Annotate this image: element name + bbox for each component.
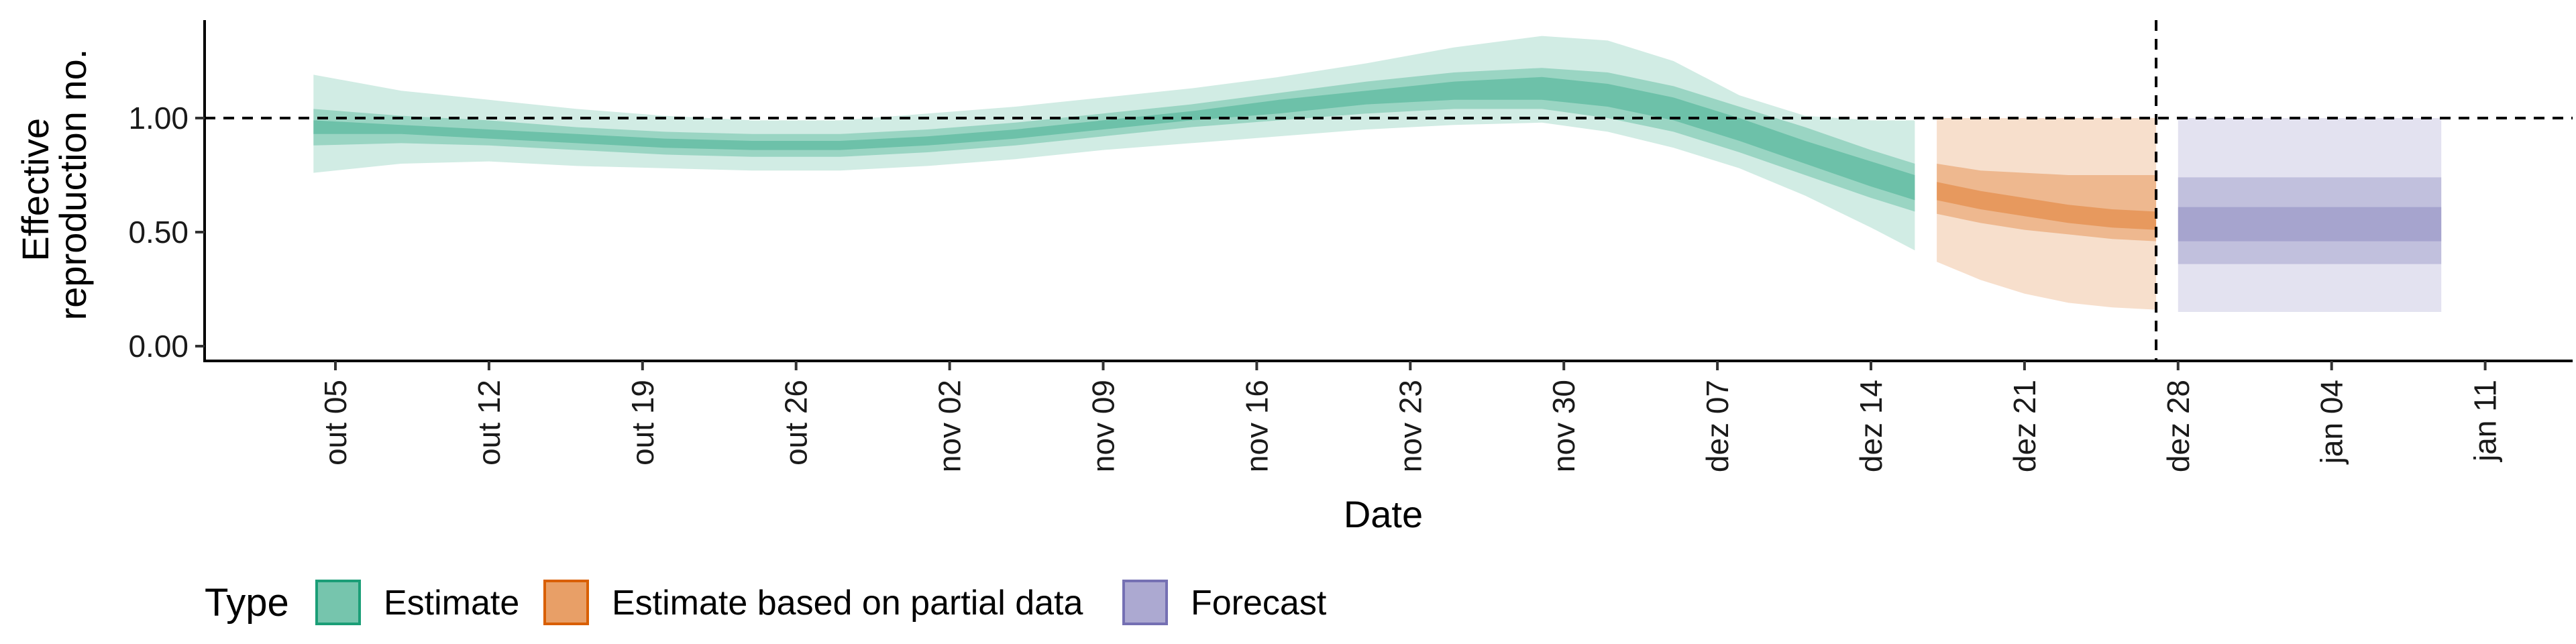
ci50-band [313,68,1915,212]
series-1 [1937,118,2157,310]
ci20-band [1937,182,2157,230]
x-tick-label: out 26 [779,380,814,466]
x-axis-title: Date [1344,493,1423,535]
legend-label: Forecast [1191,584,1327,623]
ci90-band [2178,118,2442,312]
x-tick-label: jan 11 [2468,380,2503,463]
y-axis-title: Effective reproduction no. [14,49,94,321]
x-tick-label: dez 14 [1854,380,1888,472]
x-tick-label: out 19 [625,380,660,466]
legend-title: Type [205,581,289,625]
ci90-band [313,36,1915,251]
x-tick-label: nov 02 [932,380,967,472]
series-2 [2178,118,2442,312]
x-tick-label: dez 28 [2161,380,2196,472]
x-tick-label: nov 23 [1393,380,1428,472]
x-tick-label: dez 21 [2007,380,2042,472]
y-axis-title-line-1: Effective [14,118,56,262]
legend-item: Estimate [315,580,519,625]
x-tick-label: nov 16 [1239,380,1274,472]
axes: 0.00 0.50 1.00 out 05 out 12 out 19 out 26 nov … [128,20,2573,472]
legend-item: Estimate based on partial data [543,580,1083,625]
x-tick-label: out 05 [318,380,353,466]
y-tick-label: 1.00 [128,101,189,136]
legend: Type Estimate Estimate based on partial da… [205,580,1327,625]
ci50-band [1937,164,2157,241]
legend-item: Forecast [1122,580,1327,625]
ci90-band [1937,118,2157,310]
legend-key [315,580,361,625]
legend-key [543,580,589,625]
ci50-band [2178,177,2442,264]
x-tick-label: jan 04 [2314,380,2349,465]
y-axis-title-line-2: reproduction no. [52,49,94,321]
x-tick-label: dez 07 [1700,380,1735,472]
reference-lines [205,20,2573,361]
x-tick-label: out 12 [472,380,506,466]
ci20-band [2178,207,2442,241]
ribbon-layer [313,36,2442,312]
x-tick-label: nov 30 [1546,380,1581,472]
legend-label: Estimate based on partial data [612,584,1083,623]
legend-label: Estimate [384,584,519,623]
ci20-band [313,76,1915,201]
legend-key [1122,580,1168,625]
x-tick-label: nov 09 [1086,380,1121,472]
series-0 [313,36,1915,251]
y-tick-label: 0.00 [128,329,189,364]
y-tick-label: 0.50 [128,215,189,250]
